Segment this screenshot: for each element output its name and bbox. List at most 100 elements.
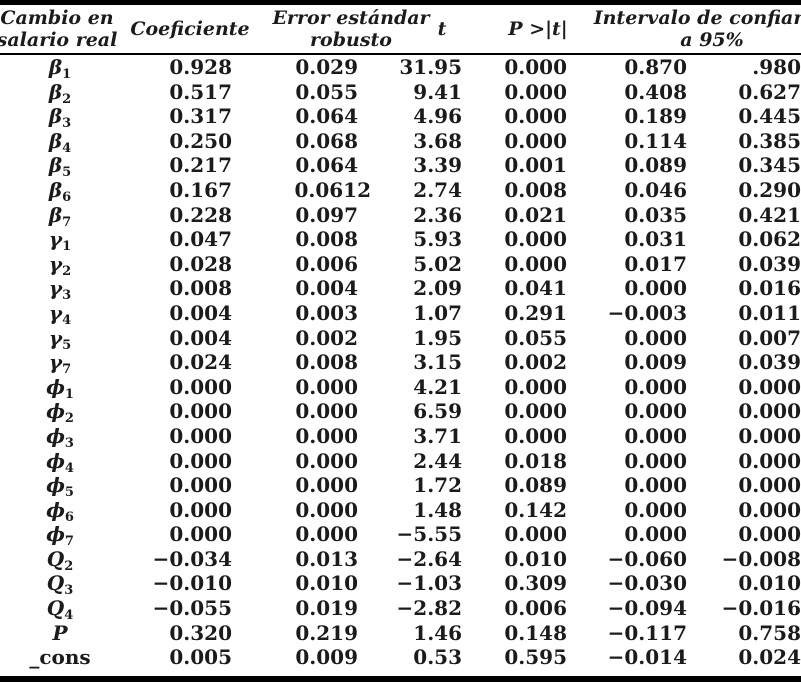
table-row: γ1 0.047 0.008 5.93 0.000 0.031 0.062 bbox=[0, 227, 801, 253]
table-row: β5 0.217 0.064 3.39 0.001 0.089 0.345 bbox=[0, 153, 801, 181]
top-rule bbox=[0, 0, 801, 5]
cell-ci-lower: −0.003 bbox=[607, 300, 687, 325]
cell-p-value: 0.000 bbox=[504, 423, 567, 448]
cell-coeficiente: 0.000 bbox=[169, 473, 232, 498]
cell-coeficiente: 0.028 bbox=[169, 251, 232, 276]
table-row: γ3 0.008 0.004 2.09 0.041 0.000 0.016 bbox=[0, 276, 801, 304]
cell-ci-lower: 0.000 bbox=[624, 374, 687, 399]
cell-ci-lower: 0.000 bbox=[624, 448, 687, 473]
cell-ci-upper: 0.290 bbox=[738, 177, 801, 202]
cell-ci-lower: 0.000 bbox=[624, 473, 687, 498]
header-intervalo-line2: a 95% bbox=[680, 29, 744, 51]
row-label-subscript: 5 bbox=[62, 337, 72, 353]
cell-p-value: 0.000 bbox=[504, 227, 567, 252]
row-label-subscript: 7 bbox=[64, 534, 74, 550]
row-label: β7 bbox=[0, 203, 120, 229]
cell-p-value: 0.001 bbox=[504, 153, 567, 178]
cell-error-estandar: 0.003 bbox=[295, 300, 358, 325]
cell-p-value: 0.000 bbox=[504, 374, 567, 399]
cell-error-estandar: 0.064 bbox=[295, 104, 358, 129]
cell-coeficiente: −0.010 bbox=[152, 571, 232, 596]
bottom-rule bbox=[0, 676, 801, 682]
row-label-subscript: 4 bbox=[64, 608, 74, 624]
cell-t: 2.74 bbox=[413, 177, 462, 202]
cell-ci-upper: 0.039 bbox=[738, 251, 801, 276]
cell-p-value: 0.148 bbox=[504, 620, 567, 645]
row-label-symbol: ϕ bbox=[46, 473, 65, 498]
row-label-symbol: ϕ bbox=[46, 497, 65, 522]
row-label-symbol: ϕ bbox=[46, 423, 65, 448]
cell-ci-lower: 0.000 bbox=[624, 399, 687, 424]
row-label-subscript: 6 bbox=[64, 509, 74, 525]
row-label: γ5 bbox=[0, 325, 120, 353]
header-intervalo-line1: Intervalo de confianza bbox=[593, 7, 801, 29]
table-row: β4 0.250 0.068 3.68 0.000 0.114 0.385 bbox=[0, 128, 801, 155]
row-label-symbol: γ bbox=[48, 276, 63, 301]
row-label: P bbox=[0, 621, 120, 646]
table-row: γ2 0.028 0.006 5.02 0.000 0.017 0.039 bbox=[0, 251, 801, 278]
row-label-symbol: ϕ bbox=[46, 374, 65, 399]
cell-coeficiente: 0.317 bbox=[169, 104, 232, 129]
cell-t: 4.96 bbox=[413, 104, 462, 129]
cell-ci-upper: −0.008 bbox=[721, 546, 801, 571]
row-label: ϕ1 bbox=[0, 374, 120, 401]
cell-error-estandar: 0.000 bbox=[295, 497, 358, 522]
row-label: ϕ6 bbox=[0, 497, 120, 525]
row-label: γ7 bbox=[0, 350, 120, 376]
cell-error-estandar: 0.055 bbox=[295, 79, 358, 104]
cell-coeficiente: 0.000 bbox=[169, 522, 232, 547]
cell-ci-upper: 0.010 bbox=[738, 571, 801, 596]
header-error-estandar: Error estándar robusto bbox=[272, 7, 429, 51]
table-row: ϕ7 0.000 0.000 −5.55 0.000 0.000 0.000 bbox=[0, 522, 801, 550]
cell-t: 3.71 bbox=[413, 423, 462, 448]
cell-t: 31.95 bbox=[399, 55, 462, 79]
cell-ci-upper: 0.024 bbox=[738, 645, 801, 670]
cell-error-estandar: 0.064 bbox=[295, 153, 358, 178]
row-label: ϕ4 bbox=[0, 449, 120, 475]
header-intervalo-confianza: Intervalo de confianza a 95% bbox=[594, 7, 801, 51]
row-label-symbol: β bbox=[48, 104, 63, 129]
cell-ci-upper: −0.016 bbox=[721, 596, 801, 621]
cell-ci-upper: 0.445 bbox=[738, 104, 801, 129]
cell-ci-lower: 0.009 bbox=[624, 350, 687, 375]
cell-coeficiente: 0.000 bbox=[169, 399, 232, 424]
row-label: ϕ7 bbox=[0, 522, 120, 550]
cell-t: 3.68 bbox=[413, 128, 462, 153]
header-error-line1: Error estándar bbox=[272, 7, 430, 29]
row-label-symbol: Q bbox=[46, 596, 65, 621]
row-label-symbol: β bbox=[48, 128, 63, 153]
cell-ci-upper: 0.385 bbox=[738, 128, 801, 153]
row-label-symbol: β bbox=[48, 177, 63, 202]
cell-ci-lower: −0.094 bbox=[607, 596, 687, 621]
cell-p-value: 0.041 bbox=[504, 276, 567, 301]
table-row: Q4 −0.055 0.019 −2.82 0.006 −0.094 −0.01… bbox=[0, 596, 801, 624]
cell-t: 1.48 bbox=[413, 497, 462, 522]
cell-error-estandar: 0.0612 bbox=[294, 177, 371, 202]
cell-error-estandar: 0.000 bbox=[295, 522, 358, 547]
row-label: β6 bbox=[0, 177, 120, 204]
cell-ci-lower: −0.060 bbox=[607, 546, 687, 571]
row-label-symbol: P bbox=[52, 620, 68, 645]
row-label: β4 bbox=[0, 128, 120, 155]
table-row: P 0.320 0.219 1.46 0.148 −0.117 0.758 bbox=[0, 621, 801, 646]
row-label-symbol: γ bbox=[48, 325, 63, 350]
table-row: Q3 −0.010 0.010 −1.03 0.309 −0.030 0.010 bbox=[0, 571, 801, 597]
row-label: ϕ3 bbox=[0, 423, 120, 450]
row-label-symbol: γ bbox=[48, 300, 63, 325]
cell-error-estandar: 0.000 bbox=[295, 473, 358, 498]
cell-coeficiente: 0.250 bbox=[169, 128, 232, 153]
cell-coeficiente: 0.928 bbox=[169, 55, 232, 79]
table-row: _cons 0.005 0.009 0.53 0.595 −0.014 0.02… bbox=[0, 645, 801, 670]
table-row: ϕ5 0.000 0.000 1.72 0.089 0.000 0.000 bbox=[0, 473, 801, 501]
header-cambio-line2: salario real bbox=[0, 29, 118, 51]
row-label-symbol: Q bbox=[46, 571, 65, 596]
cell-t: −1.03 bbox=[396, 571, 462, 596]
cell-p-value: 0.000 bbox=[504, 104, 567, 129]
row-label-subscript: 3 bbox=[62, 288, 72, 304]
cell-error-estandar: 0.219 bbox=[295, 620, 358, 645]
row-label-subscript: 5 bbox=[62, 165, 72, 181]
cell-p-value: 0.018 bbox=[504, 448, 567, 473]
row-label-subscript: 5 bbox=[64, 485, 74, 501]
cell-coeficiente: 0.000 bbox=[169, 497, 232, 522]
cell-ci-upper: 0.000 bbox=[738, 399, 801, 424]
